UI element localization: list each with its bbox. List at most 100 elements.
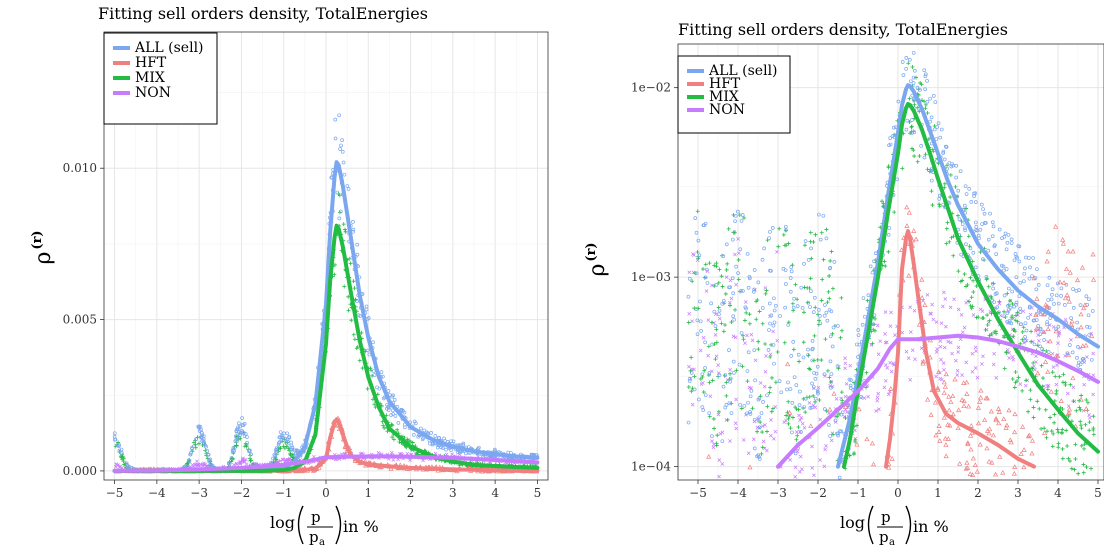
point-non: [408, 458, 412, 462]
point-non: [877, 407, 881, 412]
point-all: [274, 448, 279, 452]
point-all: [925, 99, 930, 104]
point-all: [760, 306, 765, 310]
point-all: [929, 169, 933, 174]
point-non: [1065, 391, 1070, 396]
point-mix: [830, 331, 835, 336]
point-mix: [707, 414, 712, 419]
point-all: [1012, 258, 1017, 263]
point-all: [1007, 320, 1012, 325]
point-non: [190, 462, 195, 467]
point-mix: [971, 278, 976, 283]
point-all: [717, 312, 721, 317]
point-all: [1087, 325, 1092, 330]
point-all: [829, 386, 833, 390]
point-hft: [928, 412, 934, 417]
y-axis-label: ρ (r): [30, 230, 56, 264]
point-mix: [1030, 366, 1035, 371]
point-hft: [997, 453, 1003, 459]
point-all: [813, 377, 818, 381]
point-mix: [1074, 408, 1079, 413]
point-non: [113, 464, 118, 469]
point-all: [823, 303, 827, 307]
point-mix: [724, 393, 729, 398]
point-non: [763, 369, 768, 374]
point-non: [1007, 356, 1012, 360]
point-all: [781, 266, 786, 271]
point-all: [992, 244, 997, 249]
point-all: [1068, 343, 1072, 347]
point-all: [786, 380, 790, 385]
point-mix: [1045, 429, 1050, 434]
point-mix: [1091, 426, 1096, 431]
fit-lines: [112, 160, 540, 473]
point-hft: [1070, 248, 1076, 254]
point-mix: [807, 285, 812, 290]
point-hft: [964, 391, 970, 396]
point-non: [1046, 384, 1051, 388]
point-all: [866, 293, 871, 298]
point-hft: [747, 464, 753, 470]
point-all: [828, 334, 833, 339]
point-all: [912, 130, 917, 134]
point-all: [740, 213, 745, 217]
point-mix: [808, 276, 813, 281]
point-all: [990, 220, 995, 225]
point-non: [810, 466, 815, 470]
point-all: [738, 402, 742, 407]
point-all: [703, 393, 708, 398]
point-all: [372, 373, 377, 378]
point-all: [119, 451, 124, 455]
point-all: [872, 259, 876, 264]
point-hft: [947, 422, 953, 428]
point-mix: [760, 321, 765, 326]
point-all: [389, 413, 393, 417]
point-all: [759, 411, 764, 415]
point-non: [704, 289, 709, 293]
point-all: [1070, 350, 1075, 355]
chart-linear: −5 −4 −3 −2 −1 0 1 2 3 4 5 0.000 0.005 0.010 Fitting s…: [30, 4, 549, 548]
point-all: [699, 329, 703, 333]
point-all: [810, 358, 815, 363]
point-non: [797, 413, 801, 418]
point-hft: [1081, 305, 1087, 311]
point-mix: [945, 220, 950, 225]
point-all: [379, 370, 384, 374]
point-non: [741, 438, 746, 442]
y-label-rho: ρ: [31, 252, 56, 265]
legend-box: [677, 55, 791, 134]
point-hft: [1078, 324, 1084, 330]
point-all: [943, 144, 948, 149]
point-mix: [965, 282, 970, 287]
point-mix: [1089, 466, 1094, 471]
point-all: [830, 344, 835, 349]
point-non: [939, 357, 943, 362]
point-non: [717, 474, 721, 479]
point-mix: [974, 284, 979, 289]
point-mix: [974, 315, 979, 320]
point-all: [694, 307, 699, 311]
point-all: [847, 377, 852, 382]
point-all: [1002, 234, 1007, 239]
point-non: [727, 300, 732, 305]
y-label-superscript: (r): [30, 230, 45, 249]
point-all: [792, 375, 797, 380]
point-non: [1063, 353, 1067, 358]
point-hft: [933, 432, 939, 438]
point-mix: [1029, 366, 1034, 371]
point-mix: [728, 303, 733, 308]
point-hft: [1070, 375, 1076, 381]
point-mix: [712, 283, 717, 288]
point-hft: [1033, 312, 1039, 317]
point-all: [1001, 268, 1006, 273]
point-mix: [756, 339, 761, 344]
point-hft: [1057, 279, 1063, 285]
point-all: [1062, 302, 1067, 307]
point-mix: [1073, 456, 1078, 461]
point-all: [1008, 305, 1013, 310]
point-all: [827, 308, 832, 312]
point-all: [205, 449, 210, 453]
point-mix: [948, 173, 953, 178]
point-non: [891, 363, 896, 367]
point-all: [687, 276, 692, 281]
